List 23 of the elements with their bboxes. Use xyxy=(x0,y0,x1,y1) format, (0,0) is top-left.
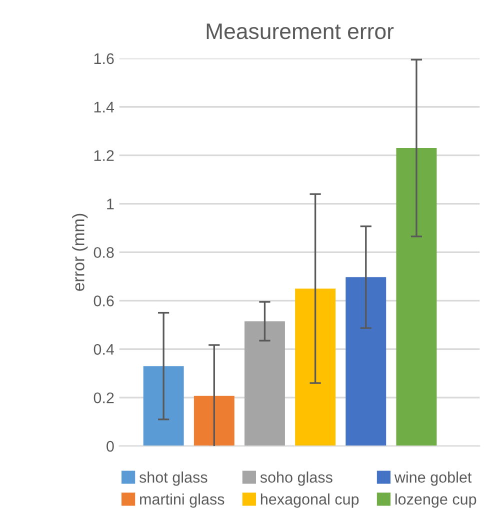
bar xyxy=(244,321,285,446)
y-tick-label: 0.4 xyxy=(94,344,114,355)
bar xyxy=(396,148,437,446)
y-tick-label: 0.6 xyxy=(94,296,114,306)
bar xyxy=(194,396,234,446)
y-tick-label: 0 xyxy=(106,440,114,452)
legend-label: hexagonal cup xyxy=(260,493,359,508)
y-tick-label: 1.6 xyxy=(94,53,114,64)
legend-label: martini glass xyxy=(140,493,224,508)
y-tick-label: 0.2 xyxy=(94,392,114,404)
y-tick-label: 0.8 xyxy=(94,247,114,258)
y-tick-label: 1 xyxy=(107,198,114,210)
bar xyxy=(346,277,386,446)
y-tick-label: 1.2 xyxy=(94,150,114,161)
legend-label: soho glass xyxy=(260,472,332,486)
bar xyxy=(143,366,184,446)
chart-title: Measurement error xyxy=(206,24,394,40)
legend-label: lozenge cup xyxy=(395,493,476,508)
y-tick-label: 1.4 xyxy=(94,102,114,112)
legend-label: wine goblet xyxy=(394,472,472,486)
y-axis-title: error (mm) xyxy=(72,214,88,291)
legend-label: shot glass xyxy=(139,472,208,486)
bar xyxy=(295,288,336,446)
